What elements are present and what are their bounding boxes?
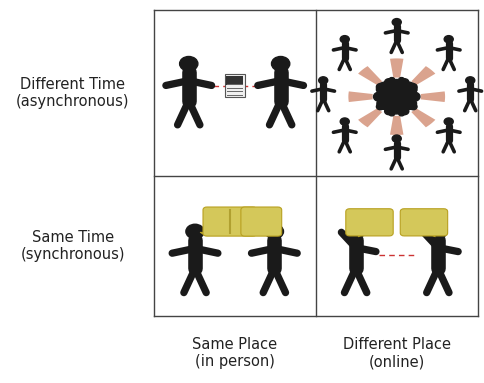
- Circle shape: [399, 82, 416, 96]
- Circle shape: [399, 79, 408, 86]
- Polygon shape: [260, 232, 268, 234]
- Polygon shape: [348, 92, 372, 102]
- Bar: [224, 74, 244, 97]
- Circle shape: [390, 104, 402, 114]
- Circle shape: [392, 135, 400, 142]
- Circle shape: [271, 56, 289, 71]
- Circle shape: [443, 36, 453, 43]
- Circle shape: [373, 92, 384, 101]
- Polygon shape: [357, 66, 381, 85]
- Circle shape: [428, 224, 446, 239]
- Circle shape: [393, 100, 398, 103]
- FancyBboxPatch shape: [399, 209, 447, 236]
- Circle shape: [376, 83, 383, 90]
- Circle shape: [408, 83, 416, 90]
- Circle shape: [185, 224, 204, 239]
- Polygon shape: [357, 108, 381, 127]
- Circle shape: [443, 118, 453, 125]
- Circle shape: [398, 111, 404, 116]
- Circle shape: [376, 103, 383, 110]
- Polygon shape: [410, 66, 435, 85]
- Polygon shape: [389, 116, 403, 135]
- FancyBboxPatch shape: [241, 207, 281, 236]
- Bar: [226, 76, 242, 85]
- Circle shape: [399, 108, 408, 115]
- Circle shape: [397, 90, 402, 94]
- Polygon shape: [357, 232, 368, 237]
- Circle shape: [387, 97, 391, 100]
- Circle shape: [388, 111, 394, 116]
- Circle shape: [179, 56, 197, 71]
- Circle shape: [388, 77, 394, 82]
- Circle shape: [318, 77, 327, 84]
- Text: Different Time
(asynchronous): Different Time (asynchronous): [16, 77, 129, 109]
- Circle shape: [408, 103, 416, 110]
- Circle shape: [408, 92, 419, 101]
- Text: Same Time
(synchronous): Same Time (synchronous): [20, 230, 125, 262]
- Polygon shape: [199, 232, 210, 234]
- Circle shape: [401, 97, 405, 100]
- Circle shape: [390, 90, 394, 94]
- Polygon shape: [389, 59, 403, 78]
- Polygon shape: [410, 108, 435, 127]
- Circle shape: [339, 118, 348, 125]
- Circle shape: [465, 77, 474, 84]
- Circle shape: [339, 36, 348, 43]
- Circle shape: [384, 79, 393, 86]
- Polygon shape: [420, 92, 444, 102]
- Circle shape: [376, 82, 393, 96]
- Circle shape: [265, 224, 283, 239]
- Text: Same Place
(in person): Same Place (in person): [192, 337, 277, 370]
- FancyBboxPatch shape: [345, 209, 393, 236]
- Circle shape: [376, 98, 391, 110]
- Polygon shape: [424, 232, 435, 237]
- Circle shape: [384, 108, 393, 115]
- Text: Different Place
(online): Different Place (online): [342, 337, 450, 370]
- Circle shape: [346, 224, 364, 239]
- Circle shape: [392, 19, 400, 26]
- Circle shape: [390, 80, 402, 89]
- Circle shape: [401, 98, 416, 110]
- Circle shape: [398, 77, 404, 82]
- FancyBboxPatch shape: [203, 207, 256, 236]
- Circle shape: [381, 85, 410, 108]
